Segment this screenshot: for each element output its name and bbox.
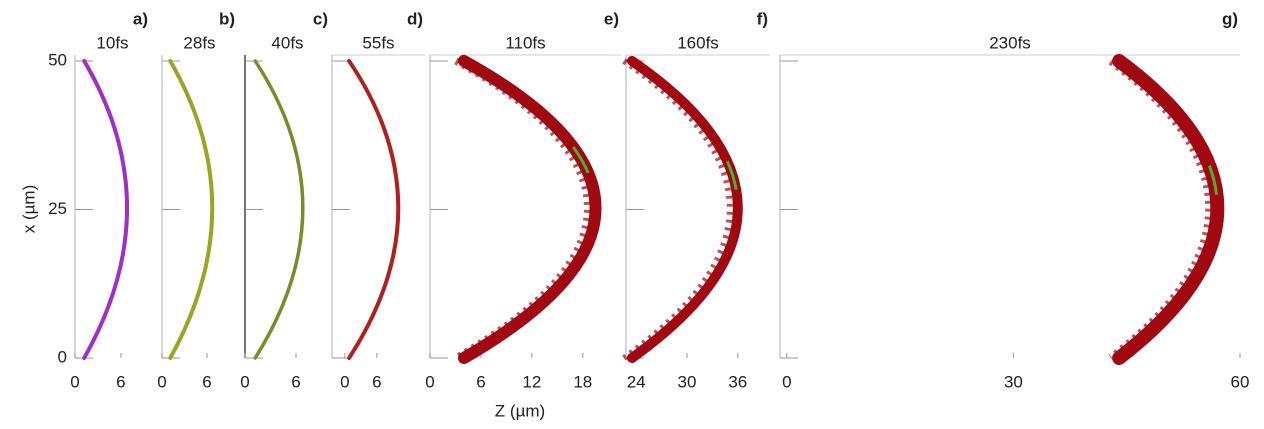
wavefront	[168, 58, 215, 360]
y-tick-label: 50	[48, 50, 67, 69]
x-tick-label: 6	[476, 372, 485, 391]
x-tick-label: 0	[782, 372, 791, 391]
wavefront	[626, 55, 743, 363]
wavefront-texture	[454, 57, 591, 362]
x-axis-label: Z (µm)	[495, 401, 545, 420]
panel-title: 160fs	[677, 33, 719, 52]
x-tick-label: 12	[522, 372, 541, 391]
panel-title: 230fs	[989, 33, 1031, 52]
x-tick-label: 0	[425, 372, 434, 391]
x-tick-label: 0	[70, 372, 79, 391]
wavefront	[457, 54, 602, 364]
x-tick-label: 0	[157, 372, 166, 391]
x-tick-label: 6	[116, 372, 125, 391]
x-tick-label: 0	[340, 372, 349, 391]
panel-label: f)	[757, 9, 768, 28]
panel-title: 28fs	[183, 33, 215, 52]
panel-label: c)	[313, 9, 328, 28]
panel-label: d)	[407, 9, 423, 28]
x-tick-label: 36	[728, 372, 747, 391]
panel-title: 10fs	[96, 33, 128, 52]
x-tick-label: 30	[1004, 372, 1023, 391]
x-tick-label: 30	[678, 372, 697, 391]
x-tick-label: 0	[240, 372, 249, 391]
x-tick-label: 18	[573, 372, 592, 391]
wavefront	[1112, 53, 1225, 365]
y-tick-label: 25	[48, 199, 67, 218]
panel-title: 55fs	[362, 33, 394, 52]
x-tick-label: 6	[202, 372, 211, 391]
y-axis-label: x (µm)	[19, 185, 38, 234]
x-tick-label: 24	[627, 372, 646, 391]
wavefront	[82, 58, 129, 360]
panel-label: a)	[133, 9, 148, 28]
y-tick-label: 0	[58, 347, 67, 366]
x-tick-label: 6	[291, 372, 300, 391]
x-tick-label: 60	[1231, 372, 1250, 391]
panel-label: g)	[1222, 9, 1238, 28]
wavefront	[253, 59, 305, 360]
panel-title: 110fs	[505, 33, 545, 52]
panel-label: b)	[219, 9, 235, 28]
wavefront	[347, 58, 401, 360]
panel-label: e)	[604, 9, 619, 28]
x-tick-label: 6	[372, 372, 381, 391]
wavefront-texture	[622, 58, 733, 361]
panel-title: 40fs	[271, 33, 303, 52]
